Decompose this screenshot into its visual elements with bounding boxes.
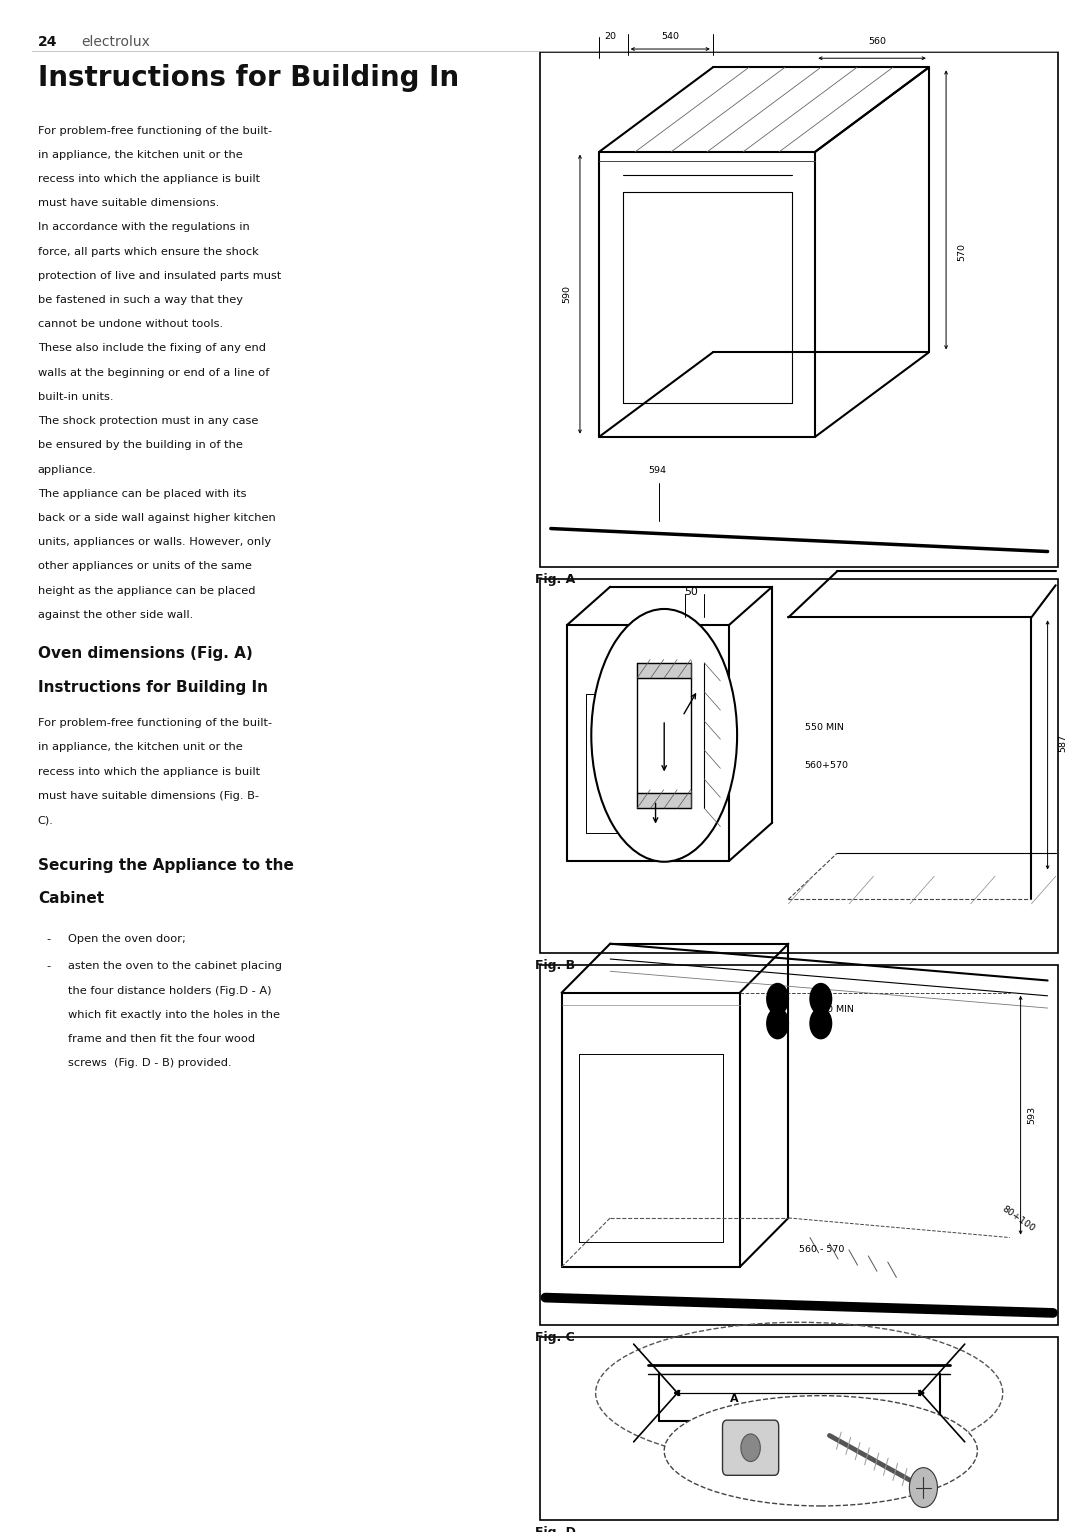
Text: asten the oven to the cabinet placing: asten the oven to the cabinet placing xyxy=(68,962,282,971)
Text: 590: 590 xyxy=(563,285,571,303)
Text: Fig. A: Fig. A xyxy=(535,573,575,585)
Bar xyxy=(540,965,1058,1325)
Text: These also include the fixing of any end: These also include the fixing of any end xyxy=(38,343,266,354)
Text: 550 MIN: 550 MIN xyxy=(815,1005,854,1014)
Text: which fit exactly into the holes in the: which fit exactly into the holes in the xyxy=(68,1010,280,1020)
Text: 560: 560 xyxy=(868,37,887,46)
Text: Fig. C: Fig. C xyxy=(535,1331,575,1344)
Ellipse shape xyxy=(592,608,737,861)
Text: B: B xyxy=(894,1403,903,1413)
Text: 560+570: 560+570 xyxy=(805,761,849,771)
Text: height as the appliance can be placed: height as the appliance can be placed xyxy=(38,585,255,596)
Text: cannot be undone without tools.: cannot be undone without tools. xyxy=(38,319,222,329)
Text: built-in units.: built-in units. xyxy=(38,392,113,401)
Text: 20: 20 xyxy=(605,32,617,41)
Text: walls at the beginning or end of a line of: walls at the beginning or end of a line … xyxy=(38,368,269,378)
Text: 24: 24 xyxy=(38,35,57,49)
Text: -: - xyxy=(46,962,51,971)
Text: 550 MIN: 550 MIN xyxy=(805,723,843,732)
Text: 570: 570 xyxy=(957,244,966,260)
Text: Securing the Appliance to the: Securing the Appliance to the xyxy=(38,858,294,873)
Text: For problem-free functioning of the built-: For problem-free functioning of the buil… xyxy=(38,126,272,136)
Circle shape xyxy=(767,1008,788,1039)
Text: Instructions for Building In: Instructions for Building In xyxy=(38,64,459,92)
Text: force, all parts which ensure the shock: force, all parts which ensure the shock xyxy=(38,247,258,257)
Text: 587: 587 xyxy=(1058,734,1067,752)
Bar xyxy=(540,579,1058,953)
Text: screws  (Fig. D - B) provided.: screws (Fig. D - B) provided. xyxy=(68,1059,232,1068)
Text: 50: 50 xyxy=(685,587,698,596)
Text: electrolux: electrolux xyxy=(81,35,150,49)
Text: The appliance can be placed with its: The appliance can be placed with its xyxy=(38,489,246,499)
Text: appliance.: appliance. xyxy=(38,464,97,475)
Text: the four distance holders (Fig.D - A): the four distance holders (Fig.D - A) xyxy=(68,985,271,996)
Text: Fig. D: Fig. D xyxy=(535,1526,576,1532)
Circle shape xyxy=(810,984,832,1014)
Text: against the other side wall.: against the other side wall. xyxy=(38,610,193,620)
Text: The shock protection must in any case: The shock protection must in any case xyxy=(38,417,258,426)
Bar xyxy=(540,52,1058,567)
Text: Oven dimensions (Fig. A): Oven dimensions (Fig. A) xyxy=(38,647,253,662)
Text: units, appliances or walls. However, only: units, appliances or walls. However, onl… xyxy=(38,538,271,547)
Text: 540: 540 xyxy=(661,32,679,41)
FancyBboxPatch shape xyxy=(723,1420,779,1475)
Text: For problem-free functioning of the built-: For problem-free functioning of the buil… xyxy=(38,719,272,728)
Text: Open the oven door;: Open the oven door; xyxy=(68,935,186,944)
Text: other appliances or units of the same: other appliances or units of the same xyxy=(38,561,252,571)
Text: in appliance, the kitchen unit or the: in appliance, the kitchen unit or the xyxy=(38,743,243,752)
Text: In accordance with the regulations in: In accordance with the regulations in xyxy=(38,222,249,233)
Text: be fastened in such a way that they: be fastened in such a way that they xyxy=(38,296,243,305)
Text: in appliance, the kitchen unit or the: in appliance, the kitchen unit or the xyxy=(38,150,243,159)
Circle shape xyxy=(767,984,788,1014)
Text: frame and then fit the four wood: frame and then fit the four wood xyxy=(68,1034,255,1045)
Text: must have suitable dimensions (Fig. B-: must have suitable dimensions (Fig. B- xyxy=(38,791,259,801)
Text: Cabinet: Cabinet xyxy=(38,892,104,907)
Text: A: A xyxy=(730,1394,739,1403)
Ellipse shape xyxy=(664,1396,977,1506)
Text: 594: 594 xyxy=(648,466,666,475)
Text: -: - xyxy=(46,935,51,944)
Text: C).: C). xyxy=(38,815,54,826)
Text: Instructions for Building In: Instructions for Building In xyxy=(38,680,268,696)
Bar xyxy=(540,1337,1058,1520)
Text: back or a side wall against higher kitchen: back or a side wall against higher kitch… xyxy=(38,513,275,522)
Text: must have suitable dimensions.: must have suitable dimensions. xyxy=(38,198,219,208)
Text: 560 - 570: 560 - 570 xyxy=(799,1246,845,1255)
Circle shape xyxy=(909,1468,937,1507)
Text: protection of live and insulated parts must: protection of live and insulated parts m… xyxy=(38,271,281,280)
Text: recess into which the appliance is built: recess into which the appliance is built xyxy=(38,175,260,184)
Text: 80+100: 80+100 xyxy=(1000,1204,1037,1233)
Circle shape xyxy=(810,1008,832,1039)
Text: 593: 593 xyxy=(1027,1106,1036,1124)
Text: be ensured by the building in of the: be ensured by the building in of the xyxy=(38,440,243,450)
Circle shape xyxy=(741,1434,760,1462)
Text: Fig. B: Fig. B xyxy=(535,959,575,971)
Text: recess into which the appliance is built: recess into which the appliance is built xyxy=(38,766,260,777)
